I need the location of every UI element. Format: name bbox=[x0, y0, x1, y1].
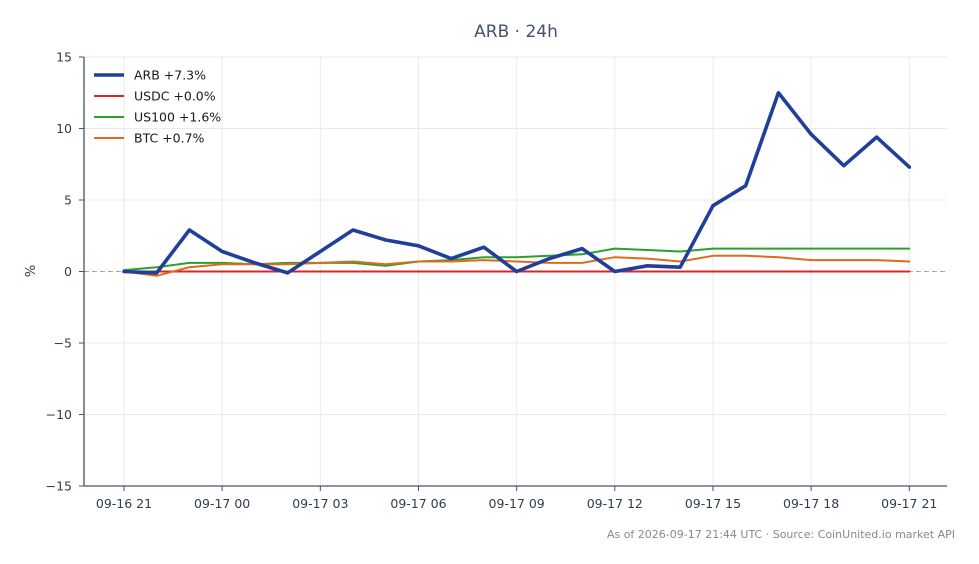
x-tick-label: 09-17 06 bbox=[390, 496, 446, 511]
chart-title: ARB · 24h bbox=[474, 22, 558, 42]
legend-label: BTC +0.7% bbox=[134, 131, 205, 146]
y-tick-label: 5 bbox=[64, 193, 72, 208]
y-ticks: 15 10 5 0 −5 −10 −15 bbox=[46, 50, 84, 494]
footer-source: As of 2026-09-17 21:44 UTC · Source: Coi… bbox=[607, 528, 955, 541]
y-tick-label: −5 bbox=[54, 336, 72, 351]
x-tick-label: 09-17 00 bbox=[194, 496, 250, 511]
y-tick-label: 10 bbox=[56, 121, 72, 136]
x-tick-label: 09-16 21 bbox=[96, 496, 152, 511]
y-tick-label: 0 bbox=[64, 264, 72, 279]
y-tick-label: −15 bbox=[46, 479, 72, 494]
y-axis-label: % bbox=[24, 265, 39, 277]
series-line-arb bbox=[122, 91, 912, 275]
y-tick-label: −10 bbox=[46, 407, 72, 422]
y-tick-label: 15 bbox=[56, 50, 72, 65]
x-ticks: 09-16 21 09-17 00 09-17 03 09-17 06 09-17 09… bbox=[96, 486, 937, 511]
legend: ARB +7.3% USDC +0.0% US100 +1.6% BTC +0.7% bbox=[94, 68, 221, 146]
x-tick-label: 09-17 15 bbox=[685, 496, 741, 511]
x-tick-label: 09-17 18 bbox=[783, 496, 839, 511]
legend-label: US100 +1.6% bbox=[134, 110, 221, 125]
legend-label: ARB +7.3% bbox=[134, 68, 206, 83]
x-tick-label: 09-17 12 bbox=[587, 496, 643, 511]
x-tick-label: 09-17 21 bbox=[881, 496, 937, 511]
series-lines bbox=[122, 91, 912, 277]
x-tick-label: 09-17 03 bbox=[292, 496, 348, 511]
legend-label: USDC +0.0% bbox=[134, 89, 216, 104]
x-tick-label: 09-17 09 bbox=[489, 496, 545, 511]
